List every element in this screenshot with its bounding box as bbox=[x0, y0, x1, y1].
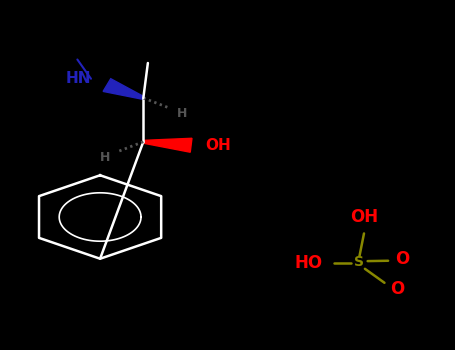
Text: O: O bbox=[395, 250, 409, 268]
Text: S: S bbox=[354, 256, 364, 270]
Text: OH: OH bbox=[350, 208, 378, 226]
Text: H: H bbox=[177, 107, 187, 120]
Text: O: O bbox=[390, 280, 404, 298]
Text: H: H bbox=[100, 151, 110, 164]
Text: OH: OH bbox=[205, 138, 231, 153]
Polygon shape bbox=[143, 138, 192, 152]
Text: HO: HO bbox=[295, 253, 323, 272]
Polygon shape bbox=[103, 79, 144, 99]
Text: HN: HN bbox=[66, 71, 91, 86]
